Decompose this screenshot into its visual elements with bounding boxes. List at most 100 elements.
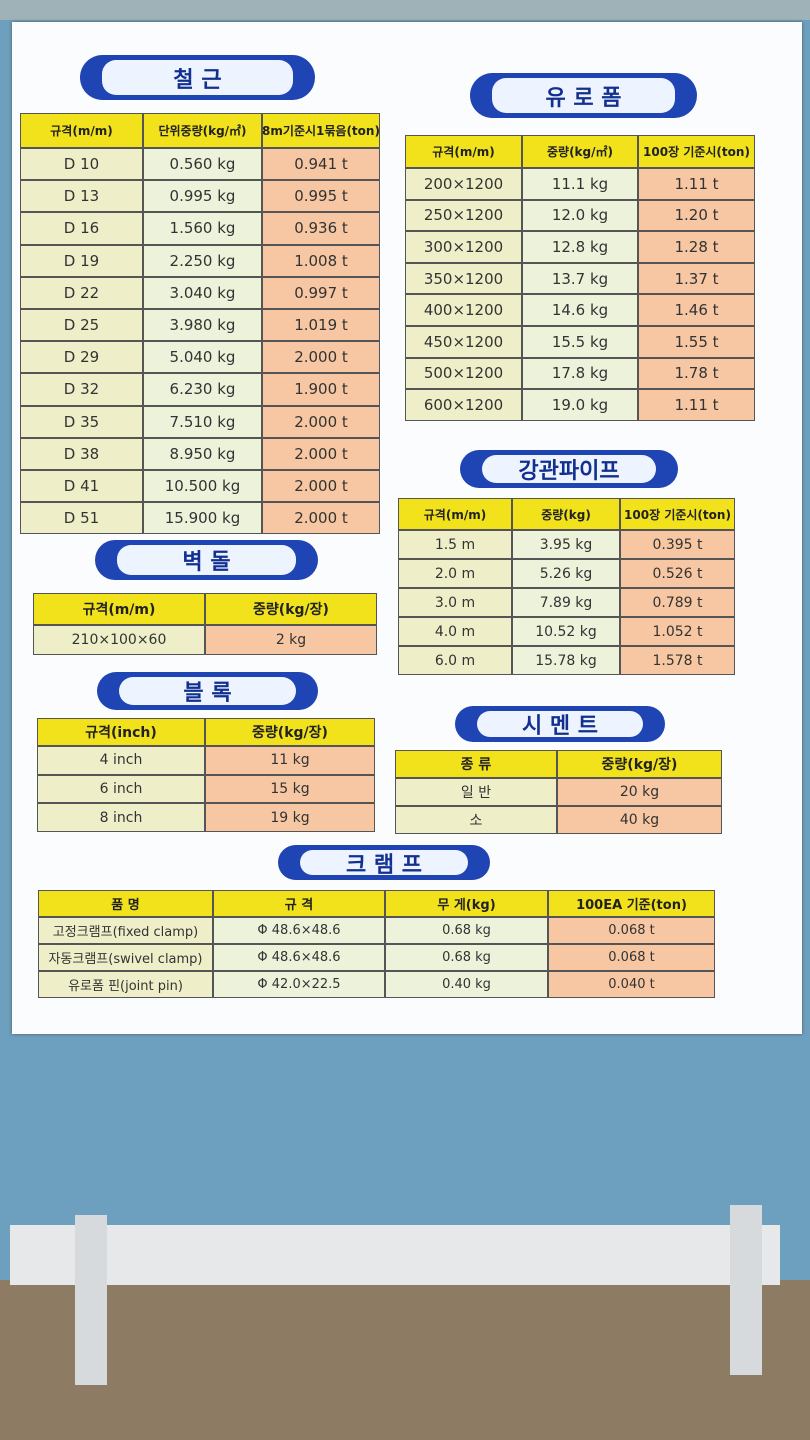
header-cell: 규 격 [213, 890, 385, 917]
table-cell: 1.55 t [638, 326, 755, 358]
header-cell: 중량(kg/장) [557, 750, 722, 778]
header-cell: 중량(kg/장) [205, 718, 375, 746]
table-cell: 15.900 kg [143, 502, 262, 535]
header-cell: 규격(inch) [37, 718, 205, 746]
table-cell: 2.0 m [398, 559, 512, 588]
table-cell: 1.900 t [262, 373, 380, 406]
table-cell: 3.040 kg [143, 276, 262, 309]
table-cell: 4.0 m [398, 617, 512, 646]
table-cell: 200×1200 [405, 168, 522, 200]
table-cell: 유로폼 핀(joint pin) [38, 971, 213, 998]
table-cell: 1.28 t [638, 231, 755, 263]
table-cell: 1.019 t [262, 309, 380, 342]
table-cell: 2.250 kg [143, 244, 262, 277]
table-cell: 500×1200 [405, 357, 522, 390]
table-cell: 15.78 kg [512, 646, 620, 675]
title-text: 강관파이프 [482, 455, 656, 484]
table-cell: Φ 48.6×48.6 [213, 917, 385, 944]
table-cell: Φ 48.6×48.6 [213, 944, 385, 971]
table-cell: 1.11 t [638, 389, 755, 421]
table-cell: D 32 [20, 373, 143, 406]
header-cell: 단위중량(kg/㎡) [143, 113, 262, 148]
table-cell: 소 [395, 806, 557, 834]
table-cell: 40 kg [557, 806, 722, 834]
title-text: 유 로 폼 [492, 78, 675, 113]
table-cell: 8.950 kg [143, 437, 262, 470]
table-cell: D 10 [20, 148, 143, 181]
table-cell: 7.89 kg [512, 588, 620, 617]
table-cell: 자동크램프(swivel clamp) [38, 944, 213, 971]
table-cell: 2.000 t [262, 502, 380, 535]
floor [0, 1280, 810, 1440]
table-cell: D 16 [20, 212, 143, 245]
table-cell: 3.0 m [398, 588, 512, 617]
table-cell: D 25 [20, 309, 143, 342]
header-cell: 중량(kg/장) [205, 593, 377, 625]
table-cell: 3.95 kg [512, 530, 620, 559]
table-cell: D 22 [20, 276, 143, 309]
table-cell: 1.37 t [638, 262, 755, 295]
table-cell: D 41 [20, 470, 143, 503]
table-cell: 0.68 kg [385, 944, 548, 971]
header-cell: 규격(m/m) [20, 113, 143, 148]
table-cell: 1.20 t [638, 199, 755, 232]
table-cell: 19 kg [205, 803, 375, 833]
section-title: 철 근 [80, 55, 315, 100]
table-cell: 1.5 m [398, 530, 512, 559]
table-cell: 1.560 kg [143, 212, 262, 245]
wall [0, 0, 810, 20]
header-cell: 중량(kg) [512, 498, 620, 530]
table-cell: 0.560 kg [143, 148, 262, 181]
table-cell: D 29 [20, 341, 143, 374]
header-cell: 무 게(kg) [385, 890, 548, 917]
table-cell: 2.000 t [262, 437, 380, 470]
table-cell: 0.068 t [548, 917, 715, 944]
table-cell: 6.230 kg [143, 373, 262, 406]
table-cell: D 19 [20, 244, 143, 277]
header-cell: 규격(m/m) [405, 135, 522, 168]
table-cell: 고정크램프(fixed clamp) [38, 917, 213, 944]
section-title: 벽 돌 [95, 540, 318, 580]
header-cell: 8m기준시1묶음(ton) [262, 113, 380, 148]
table-cell: 2.000 t [262, 405, 380, 438]
table-cell: 4 inch [37, 746, 205, 775]
stand-leg [730, 1205, 762, 1375]
table-cell: 15.5 kg [522, 326, 638, 358]
table-cell: 400×1200 [405, 294, 522, 326]
table-cell: 0.997 t [262, 276, 380, 309]
table-cell: 일 반 [395, 778, 557, 806]
header-cell: 규격(m/m) [33, 593, 205, 625]
title-text: 크 램 프 [300, 850, 468, 878]
table-cell: 10.500 kg [143, 470, 262, 503]
table-cell: 17.8 kg [522, 357, 638, 390]
table-cell: 6 inch [37, 774, 205, 804]
stand-leg [75, 1215, 107, 1385]
table-cell: 19.0 kg [522, 389, 638, 421]
table-cell: 11.1 kg [522, 168, 638, 200]
table-cell: 600×1200 [405, 389, 522, 421]
title-text: 시 멘 트 [477, 711, 643, 739]
table-cell: 2.000 t [262, 341, 380, 374]
table-cell: 10.52 kg [512, 617, 620, 646]
header-cell: 중량(kg/㎡) [522, 135, 638, 168]
table-cell: 0.526 t [620, 559, 735, 588]
table-cell: 350×1200 [405, 262, 522, 295]
table-cell: 7.510 kg [143, 405, 262, 438]
title-text: 철 근 [102, 60, 293, 95]
table-cell: 11 kg [205, 746, 375, 775]
table-cell: 300×1200 [405, 231, 522, 263]
table-cell: 5.26 kg [512, 559, 620, 588]
table-cell: 12.0 kg [522, 199, 638, 232]
section-title: 크 램 프 [278, 845, 490, 880]
header-cell: 규격(m/m) [398, 498, 512, 530]
table-cell: 20 kg [557, 778, 722, 806]
table-cell: 1.052 t [620, 617, 735, 646]
table-cell: 1.46 t [638, 294, 755, 326]
table-cell: D 38 [20, 437, 143, 470]
table-cell: 3.980 kg [143, 309, 262, 342]
table-cell: 0.040 t [548, 971, 715, 998]
table-cell: 15 kg [205, 774, 375, 804]
table-cell: 2 kg [205, 625, 377, 655]
header-cell: 종 류 [395, 750, 557, 778]
